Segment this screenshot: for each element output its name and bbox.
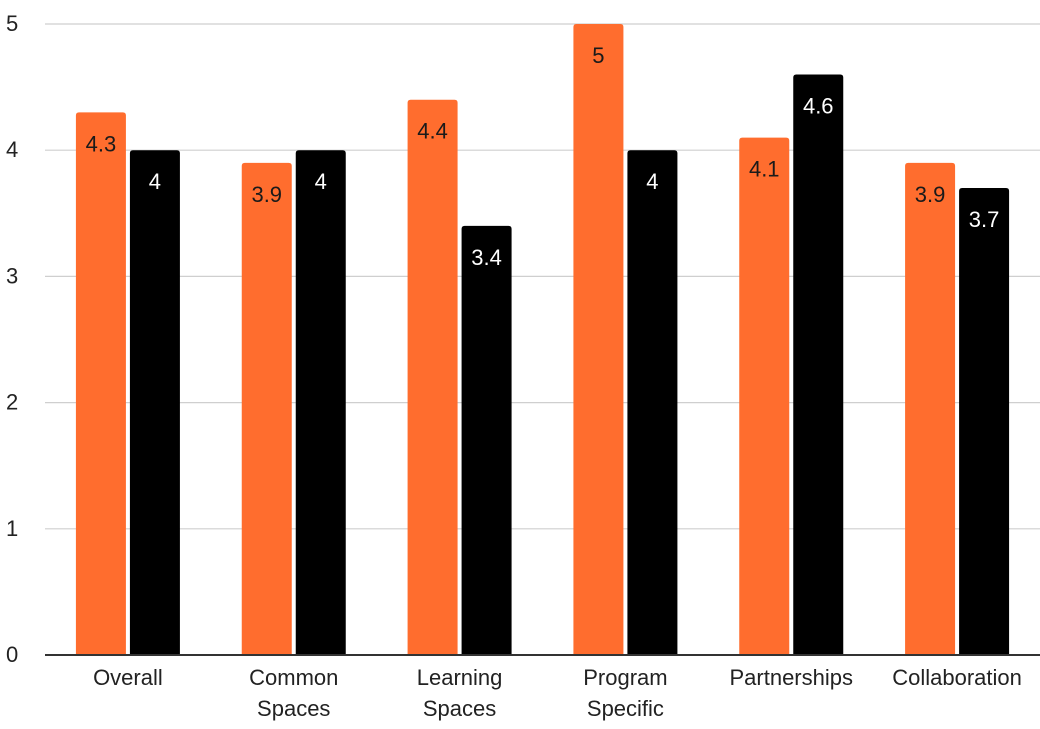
gridlines [45,23,1040,530]
y-tick-label: 3 [6,263,18,288]
x-tick-label: Overall [93,665,163,690]
bar [461,225,512,656]
data-label: 4.3 [86,131,117,156]
bars [75,24,1010,656]
data-labels: 4.3 4 3.9 4 4.4 3.4 5 4 4.1 4.6 3.9 3.7 [86,43,1000,270]
x-tick-label: Program [583,665,667,690]
data-label: 4.4 [417,119,448,144]
data-label: 4 [149,169,161,194]
x-axis: Overall Common Spaces Learning Spaces Program… [45,654,1040,721]
bar [959,188,1010,655]
x-tick-label: Spaces [257,696,330,721]
y-tick-label: 2 [6,390,18,415]
bar [793,74,844,656]
x-tick-label: Specific [587,696,664,721]
data-label: 4 [646,169,658,194]
x-tick-label: Learning [417,665,503,690]
bar [573,24,624,655]
y-axis: 0 1 2 3 4 5 [6,11,18,667]
bar [905,162,956,655]
data-label: 4 [315,169,327,194]
y-tick-label: 5 [6,11,18,36]
bar [241,162,292,655]
x-tick-label: Spaces [423,696,496,721]
bar [75,112,126,656]
data-label: 5 [592,43,604,68]
y-tick-label: 0 [6,642,18,667]
data-label: 3.9 [251,182,282,207]
data-label: 3.9 [915,182,946,207]
data-label: 3.7 [969,207,1000,232]
bar [627,150,678,655]
bar [407,99,458,656]
x-tick-label: Common [249,665,338,690]
y-tick-label: 4 [6,137,18,162]
x-tick-label: Partnerships [729,665,853,690]
bar [295,150,346,655]
data-label: 3.4 [471,245,502,270]
data-label: 4.1 [749,157,780,182]
data-label: 4.6 [803,93,834,118]
bar [739,137,790,655]
bar [129,150,180,655]
x-tick-label: Collaboration [892,665,1022,690]
y-tick-label: 1 [6,516,18,541]
